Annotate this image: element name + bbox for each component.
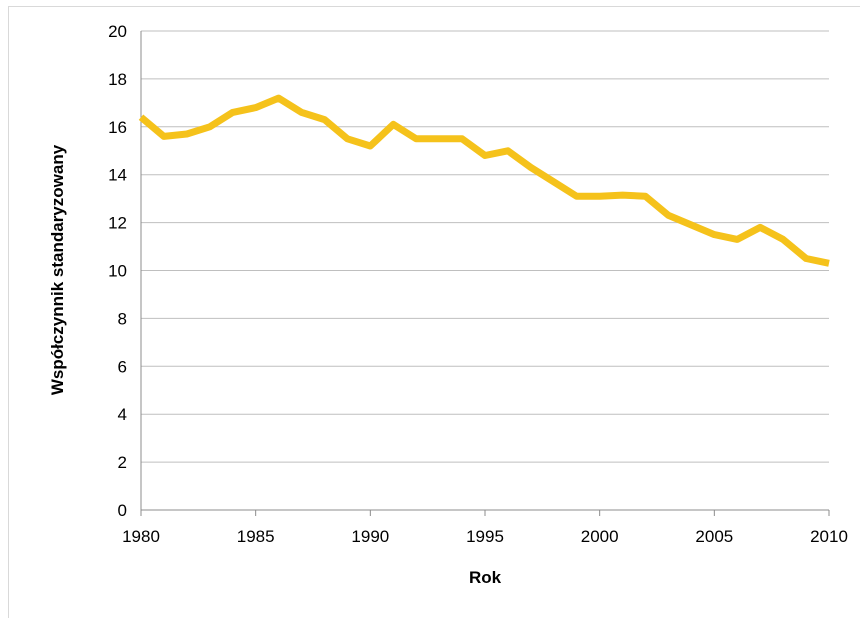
x-tick-label: 2000 [581, 527, 619, 546]
x-tick-label: 1980 [122, 527, 160, 546]
y-tick-label: 16 [108, 118, 127, 137]
y-tick-label: 12 [108, 214, 127, 233]
y-tick-label: 0 [118, 501, 127, 520]
y-tick-label: 10 [108, 262, 127, 281]
y-tick-label: 20 [108, 22, 127, 41]
y-tick-label: 2 [118, 453, 127, 472]
x-axis-title: Rok [469, 568, 502, 587]
x-tick-labels: 1980 1985 1990 1995 2000 2005 2010 [122, 527, 848, 546]
axes [140, 31, 830, 516]
chart-frame [8, 6, 860, 618]
x-tick-label: 1995 [466, 527, 504, 546]
x-tick-label: 1990 [351, 527, 389, 546]
y-tick-label: 14 [108, 166, 127, 185]
y-tick-label: 8 [118, 309, 127, 328]
y-axis-title: Współczynnik standaryzowany [48, 144, 67, 395]
gridlines [141, 30, 829, 463]
series-lines [138, 94, 830, 267]
y-tick-label: 4 [118, 405, 127, 424]
x-tick-label: 2005 [695, 527, 733, 546]
y-tick-labels: 0 2 4 6 8 10 12 14 16 18 20 [108, 22, 127, 520]
series-line-0 [138, 94, 830, 267]
y-tick-label: 6 [118, 357, 127, 376]
x-tick-label: 2010 [810, 527, 848, 546]
x-tick-label: 1985 [237, 527, 275, 546]
y-tick-label: 18 [108, 70, 127, 89]
